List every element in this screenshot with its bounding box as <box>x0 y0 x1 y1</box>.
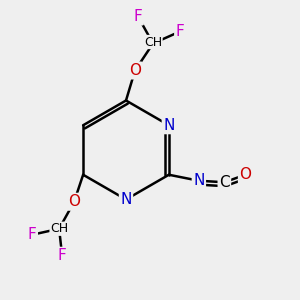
Text: F: F <box>28 227 37 242</box>
Text: C: C <box>219 175 230 190</box>
Text: O: O <box>68 194 80 209</box>
Text: F: F <box>58 248 67 263</box>
Text: N: N <box>163 118 175 133</box>
Text: N: N <box>193 173 205 188</box>
Text: CH: CH <box>50 222 68 235</box>
Text: CH: CH <box>144 35 162 49</box>
Text: F: F <box>176 24 184 39</box>
Text: O: O <box>239 167 251 182</box>
Text: F: F <box>134 9 142 24</box>
Text: N: N <box>120 192 132 207</box>
Text: O: O <box>129 63 141 78</box>
